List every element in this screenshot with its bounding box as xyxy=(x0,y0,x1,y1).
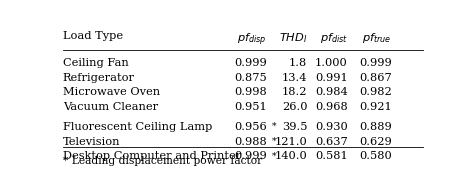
Text: Desktop Computer and Printer: Desktop Computer and Printer xyxy=(63,151,241,161)
Text: 0.889: 0.889 xyxy=(359,122,392,132)
Text: 13.4: 13.4 xyxy=(282,73,307,83)
Text: $pf_{true}$: $pf_{true}$ xyxy=(363,31,392,45)
Text: 0.921: 0.921 xyxy=(359,102,392,112)
Text: 0.637: 0.637 xyxy=(315,137,347,147)
Text: 0.968: 0.968 xyxy=(315,102,347,112)
Text: *: * xyxy=(272,122,276,131)
Text: 140.0: 140.0 xyxy=(274,151,307,161)
Text: 0.982: 0.982 xyxy=(359,87,392,97)
Text: 39.5: 39.5 xyxy=(282,122,307,132)
Text: *: * xyxy=(272,151,276,160)
Text: 121.0: 121.0 xyxy=(274,137,307,147)
Text: 26.0: 26.0 xyxy=(282,102,307,112)
Text: Fluorescent Ceiling Lamp: Fluorescent Ceiling Lamp xyxy=(63,122,212,132)
Text: 1.8: 1.8 xyxy=(289,58,307,68)
Text: Television: Television xyxy=(63,137,120,147)
Text: 0.875: 0.875 xyxy=(234,73,267,83)
Text: 0.581: 0.581 xyxy=(315,151,347,161)
Text: Ceiling Fan: Ceiling Fan xyxy=(63,58,128,68)
Text: 0.984: 0.984 xyxy=(315,87,347,97)
Text: $pf_{disp}$: $pf_{disp}$ xyxy=(237,31,267,48)
Text: 0.991: 0.991 xyxy=(315,73,347,83)
Text: 0.999: 0.999 xyxy=(234,58,267,68)
Text: 0.951: 0.951 xyxy=(234,102,267,112)
Text: *: * xyxy=(272,137,276,146)
Text: 0.999: 0.999 xyxy=(359,58,392,68)
Text: 0.998: 0.998 xyxy=(234,87,267,97)
Text: 0.580: 0.580 xyxy=(359,151,392,161)
Text: 0.930: 0.930 xyxy=(315,122,347,132)
Text: $pf_{dist}$: $pf_{dist}$ xyxy=(319,31,347,45)
Text: Load Type: Load Type xyxy=(63,31,123,41)
Text: 18.2: 18.2 xyxy=(282,87,307,97)
Text: * Leading displacement power factor: * Leading displacement power factor xyxy=(63,155,262,165)
Text: 0.999: 0.999 xyxy=(234,151,267,161)
Text: 0.988: 0.988 xyxy=(234,137,267,147)
Text: Vacuum Cleaner: Vacuum Cleaner xyxy=(63,102,158,112)
Text: 0.629: 0.629 xyxy=(359,137,392,147)
Text: $THD_{I}$: $THD_{I}$ xyxy=(279,31,307,45)
Text: Microwave Oven: Microwave Oven xyxy=(63,87,160,97)
Text: 0.867: 0.867 xyxy=(359,73,392,83)
Text: 0.956: 0.956 xyxy=(234,122,267,132)
Text: Refrigerator: Refrigerator xyxy=(63,73,135,83)
Text: 1.000: 1.000 xyxy=(315,58,347,68)
